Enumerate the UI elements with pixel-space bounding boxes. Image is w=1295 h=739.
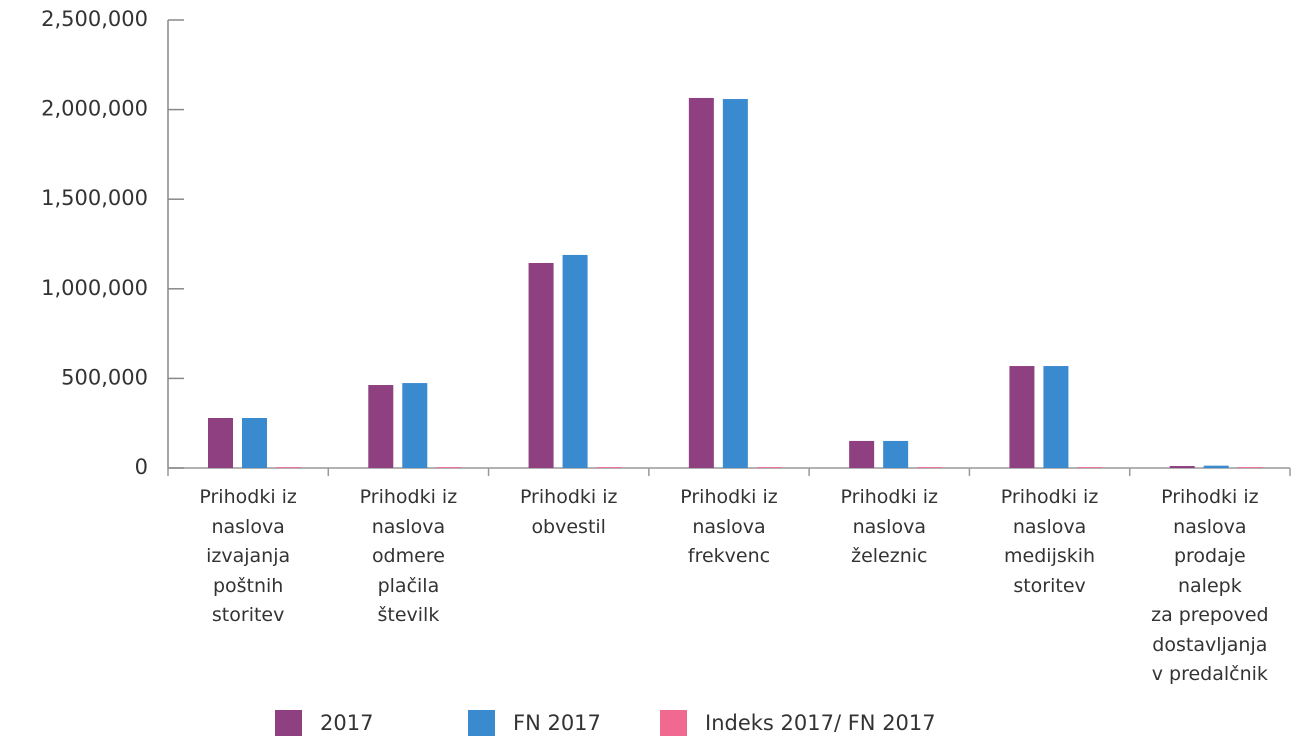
bar bbox=[596, 467, 622, 468]
y-tick-label: 1,000,000 bbox=[41, 276, 148, 300]
bar bbox=[1009, 366, 1035, 468]
bar bbox=[1169, 466, 1195, 468]
x-tick-label: Prihodki iz naslova odmere plačila števi… bbox=[359, 486, 458, 626]
x-tick-label: Prihodki iz naslova železnic bbox=[840, 486, 939, 567]
bar bbox=[917, 467, 943, 468]
bar bbox=[368, 385, 394, 468]
legend-label: FN 2017 bbox=[513, 711, 601, 735]
bar bbox=[849, 440, 875, 468]
x-tick-label: Prihodki iz naslova izvajanja poštnih st… bbox=[199, 486, 297, 626]
bar bbox=[208, 418, 233, 468]
bar bbox=[1237, 467, 1263, 468]
x-tick-label: Prihodki iz naslova prodaje nalepk za pr… bbox=[1151, 486, 1269, 685]
bar bbox=[562, 254, 588, 468]
y-tick-label: 1,500,000 bbox=[41, 186, 148, 210]
bar bbox=[756, 467, 782, 468]
legend-swatch bbox=[660, 710, 687, 736]
bar bbox=[402, 383, 428, 468]
y-tick-label: 500,000 bbox=[61, 365, 148, 389]
legend-label: 2017 bbox=[320, 711, 373, 735]
y-tick-label: 0 bbox=[135, 455, 148, 479]
bar bbox=[528, 262, 554, 468]
legend-swatch bbox=[468, 710, 495, 736]
bar bbox=[242, 418, 267, 468]
bar bbox=[1203, 465, 1229, 468]
bar bbox=[276, 467, 301, 468]
bar bbox=[688, 97, 714, 469]
bar bbox=[722, 99, 748, 469]
legend-swatch bbox=[275, 710, 302, 736]
legend-label: Indeks 2017/ FN 2017 bbox=[705, 711, 936, 735]
y-tick-label: 2,000,000 bbox=[41, 97, 148, 121]
bar bbox=[883, 440, 909, 468]
bar bbox=[436, 467, 462, 468]
bar bbox=[1077, 467, 1103, 468]
bar bbox=[1043, 366, 1069, 468]
x-tick-label: Prihodki iz naslova medijskih storitev bbox=[1000, 486, 1099, 597]
y-tick-label: 2,500,000 bbox=[41, 7, 148, 31]
x-tick-label: Prihodki iz obvestil bbox=[519, 486, 618, 538]
x-tick-label: Prihodki iz naslova frekvenc bbox=[680, 486, 778, 567]
